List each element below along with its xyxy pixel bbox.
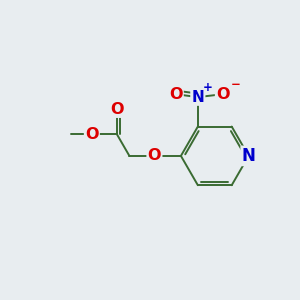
Text: O: O: [85, 127, 99, 142]
Text: +: +: [203, 81, 213, 94]
Text: N: N: [191, 90, 204, 105]
Text: O: O: [148, 148, 161, 164]
Text: −: −: [231, 78, 241, 91]
Text: N: N: [242, 147, 256, 165]
Text: O: O: [110, 102, 124, 117]
Text: O: O: [216, 87, 230, 102]
Text: O: O: [169, 87, 182, 102]
